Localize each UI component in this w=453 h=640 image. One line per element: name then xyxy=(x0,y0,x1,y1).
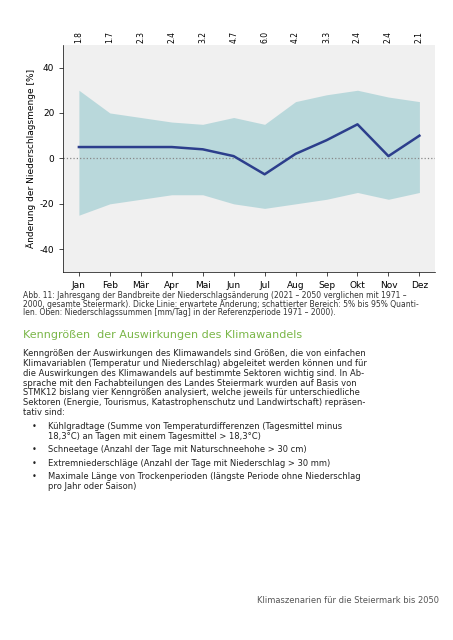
Text: Kenngrößen  der Auswirkungen des Klimawandels: Kenngrößen der Auswirkungen des Klimawan… xyxy=(23,330,302,340)
Text: Kenngrößen der Auswirkungen des Klimawandels sind Größen, die von einfachen: Kenngrößen der Auswirkungen des Klimawan… xyxy=(23,349,366,358)
Text: •: • xyxy=(32,472,37,481)
Text: 18,3°C) an Tagen mit einem Tagesmittel > 18,3°C): 18,3°C) an Tagen mit einem Tagesmittel >… xyxy=(48,433,260,442)
Text: Klimavariablen (Temperatur und Niederschlag) abgeleitet werden können und für: Klimavariablen (Temperatur und Niedersch… xyxy=(23,358,366,368)
Text: •: • xyxy=(32,458,37,468)
Text: Klimaszenarien für die Steiermark bis 2050: Klimaszenarien für die Steiermark bis 20… xyxy=(257,596,439,605)
Text: die Auswirkungen des Klimawandels auf bestimmte Sektoren wichtig sind. In Ab-: die Auswirkungen des Klimawandels auf be… xyxy=(23,369,364,378)
Y-axis label: Änderung der Niederschlagsmenge [%]: Änderung der Niederschlagsmenge [%] xyxy=(26,69,36,248)
Text: Maximale Länge von Trockenperioden (längste Periode ohne Niederschlag: Maximale Länge von Trockenperioden (läng… xyxy=(48,472,360,481)
Text: Extremniederschläge (Anzahl der Tage mit Niederschlag > 30 mm): Extremniederschläge (Anzahl der Tage mit… xyxy=(48,458,330,468)
Text: Abb. 11: Jahresgang der Bandbreite der Niederschlagsänderung (2021 – 2050 vergli: Abb. 11: Jahresgang der Bandbreite der N… xyxy=(23,291,406,300)
Text: •: • xyxy=(32,422,37,431)
Text: tativ sind:: tativ sind: xyxy=(23,408,64,417)
Text: Kühlgradtage (Summe von Temperaturdifferenzen (Tagesmittel minus: Kühlgradtage (Summe von Temperaturdiffer… xyxy=(48,422,342,431)
Text: STMK12 bislang vier Kenngrößen analysiert, welche jeweils für unterschiedliche: STMK12 bislang vier Kenngrößen analysier… xyxy=(23,388,360,397)
Text: sprache mit den Fachabteilungen des Landes Steiermark wurden auf Basis von: sprache mit den Fachabteilungen des Land… xyxy=(23,378,356,388)
Text: pro Jahr oder Saison): pro Jahr oder Saison) xyxy=(48,481,136,491)
Text: 24: 24 xyxy=(218,619,235,632)
Text: 2000, gesamte Steiermark). Dicke Linie: erwartete Änderung; schattierter Bereich: 2000, gesamte Steiermark). Dicke Linie: … xyxy=(23,300,419,309)
Text: len. Oben: Niederschlagssummen [mm/Tag] in der Referenzperiode 1971 – 2000).: len. Oben: Niederschlagssummen [mm/Tag] … xyxy=(23,308,335,317)
Text: Sektoren (Energie, Tourismus, Katastrophenschutz und Landwirtschaft) repräsen-: Sektoren (Energie, Tourismus, Katastroph… xyxy=(23,398,365,408)
Text: •: • xyxy=(32,445,37,454)
Text: Schneetage (Anzahl der Tage mit Naturschneehohe > 30 cm): Schneetage (Anzahl der Tage mit Natursch… xyxy=(48,445,306,454)
